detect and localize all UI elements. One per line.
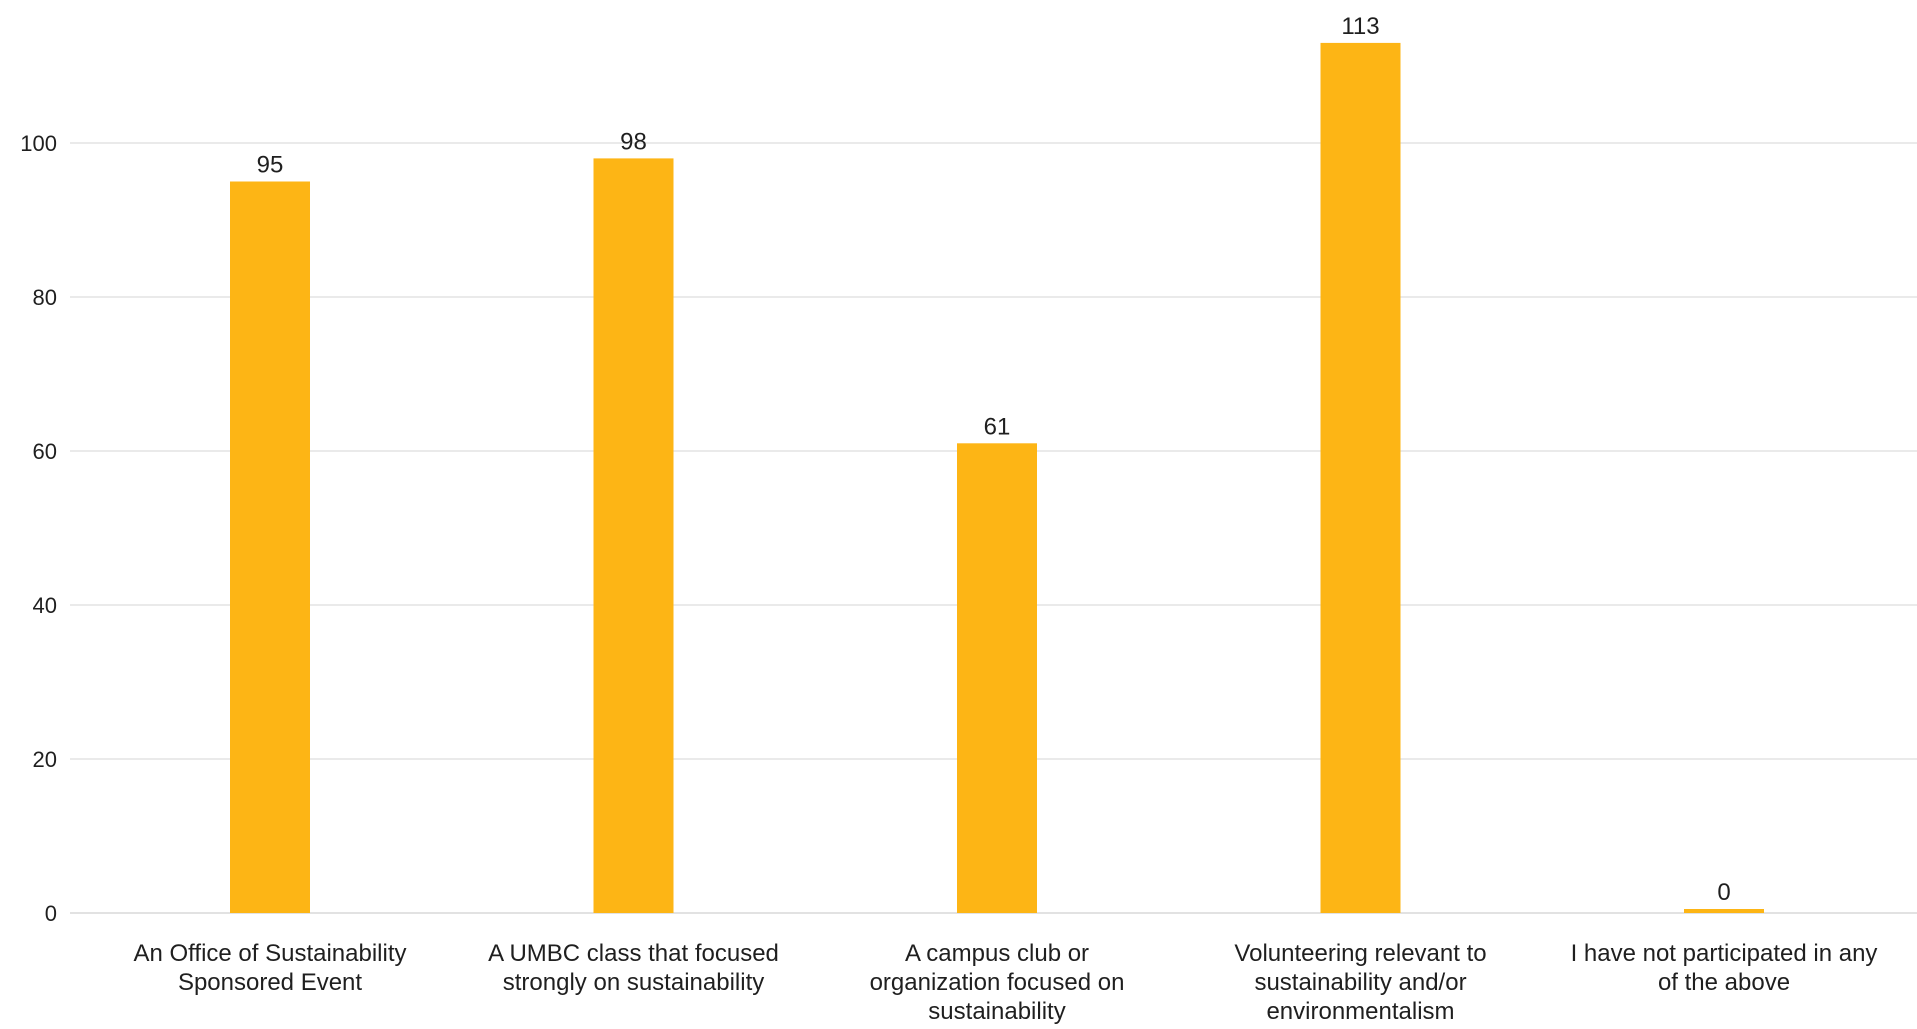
x-category-label: of the above — [1658, 969, 1790, 996]
bar — [957, 443, 1037, 913]
bar — [593, 158, 674, 913]
bar — [230, 181, 310, 913]
x-category-label: I have not participated in any — [1571, 940, 1878, 967]
x-category-label: sustainability and/or — [1254, 969, 1466, 996]
data-label: 61 — [984, 413, 1011, 440]
y-tick-label: 0 — [45, 901, 57, 926]
data-label: 95 — [257, 152, 284, 179]
y-tick-label: 80 — [33, 285, 57, 310]
x-category-label: A campus club or — [905, 940, 1089, 967]
x-category-label: environmentalism — [1266, 998, 1454, 1024]
data-label: 113 — [1341, 13, 1379, 40]
data-label: 98 — [620, 128, 647, 155]
x-category-label: Sponsored Event — [178, 969, 362, 996]
label-layer: 0 20 40 60 80 100 95 An Office of Sustainabilit… — [20, 13, 1878, 1025]
x-category-label: organization focused on — [870, 969, 1125, 996]
y-tick-label: 40 — [33, 593, 57, 618]
x-category-label: An Office of Sustainability — [133, 940, 406, 967]
x-category-label: A UMBC class that focused — [488, 940, 779, 967]
x-category-label: sustainability — [928, 998, 1065, 1024]
y-tick-label: 60 — [33, 439, 57, 464]
bar — [1684, 909, 1764, 913]
x-category-label: Volunteering relevant to — [1234, 940, 1486, 967]
bar — [1320, 42, 1401, 913]
y-tick-label: 100 — [20, 131, 57, 156]
data-label: 0 — [1717, 879, 1730, 906]
x-category-label: strongly on sustainability — [503, 969, 764, 996]
bar-layer — [230, 42, 1764, 913]
y-tick-label: 20 — [33, 747, 57, 772]
